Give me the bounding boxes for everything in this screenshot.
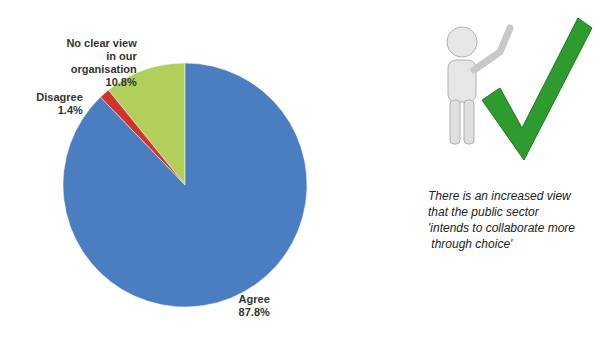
svg-text:10.8%: 10.8% [106,76,137,88]
svg-text:that the public sector: that the public sector [428,205,542,219]
svg-text:No clear view: No clear view [66,37,137,49]
svg-text:1.4%: 1.4% [58,104,83,116]
svg-text:Agree: Agree [239,293,270,305]
svg-text:in our: in our [106,50,137,62]
svg-text:through choice': through choice' [428,237,513,251]
svg-text:'intends to collaborate more: 'intends to collaborate more [428,221,575,235]
svg-text:Disagree: Disagree [36,91,82,103]
svg-text:87.8%: 87.8% [239,306,270,318]
svg-text:There is an increased view: There is an increased view [428,189,574,203]
svg-text:organisation: organisation [71,63,137,75]
